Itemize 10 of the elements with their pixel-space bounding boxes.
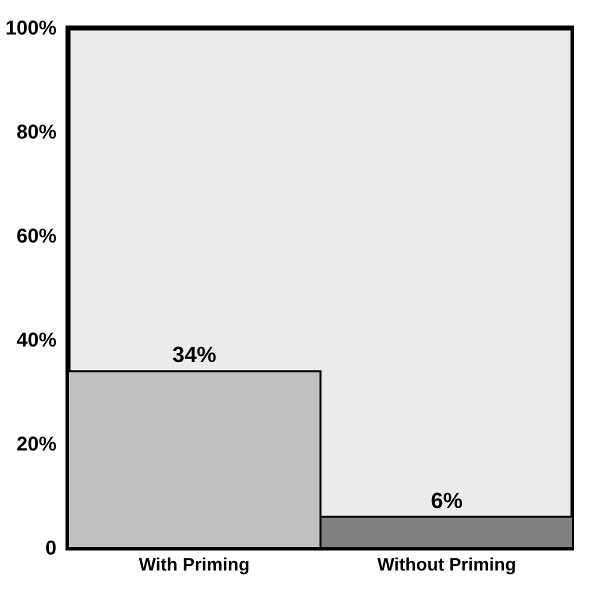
data-label: 6% (430, 488, 463, 513)
y-tick-label: 20% (16, 434, 57, 456)
y-tick-label: 80% (16, 122, 57, 144)
y-tick-label: 0 (45, 538, 56, 560)
y-tick-label: 100% (5, 18, 57, 40)
y-tick-label: 40% (16, 330, 57, 352)
x-tick-label: Without Priming (377, 554, 516, 574)
y-tick-label: 60% (16, 226, 57, 248)
x-tick-label: With Priming (138, 554, 250, 574)
data-label: 34% (172, 342, 216, 368)
